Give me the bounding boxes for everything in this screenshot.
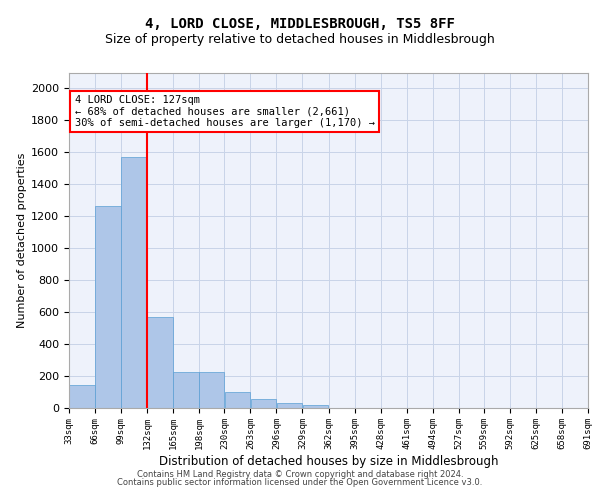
- Bar: [95, 206, 121, 408]
- Bar: [121, 157, 147, 407]
- Text: 4 LORD CLOSE: 127sqm
← 68% of detached houses are smaller (2,661)
30% of semi-de: 4 LORD CLOSE: 127sqm ← 68% of detached h…: [74, 95, 374, 128]
- Bar: [251, 399, 277, 407]
- Bar: [147, 318, 173, 408]
- Bar: [199, 372, 224, 408]
- X-axis label: Distribution of detached houses by size in Middlesbrough: Distribution of detached houses by size …: [159, 455, 498, 468]
- Text: 4, LORD CLOSE, MIDDLESBROUGH, TS5 8FF: 4, LORD CLOSE, MIDDLESBROUGH, TS5 8FF: [145, 18, 455, 32]
- Text: Contains public sector information licensed under the Open Government Licence v3: Contains public sector information licen…: [118, 478, 482, 487]
- Bar: [224, 392, 250, 407]
- Bar: [302, 404, 328, 407]
- Text: Contains HM Land Registry data © Crown copyright and database right 2024.: Contains HM Land Registry data © Crown c…: [137, 470, 463, 479]
- Text: Size of property relative to detached houses in Middlesbrough: Size of property relative to detached ho…: [105, 32, 495, 46]
- Bar: [277, 403, 302, 407]
- Bar: [173, 372, 199, 408]
- Y-axis label: Number of detached properties: Number of detached properties: [17, 152, 27, 328]
- Bar: [69, 385, 95, 407]
